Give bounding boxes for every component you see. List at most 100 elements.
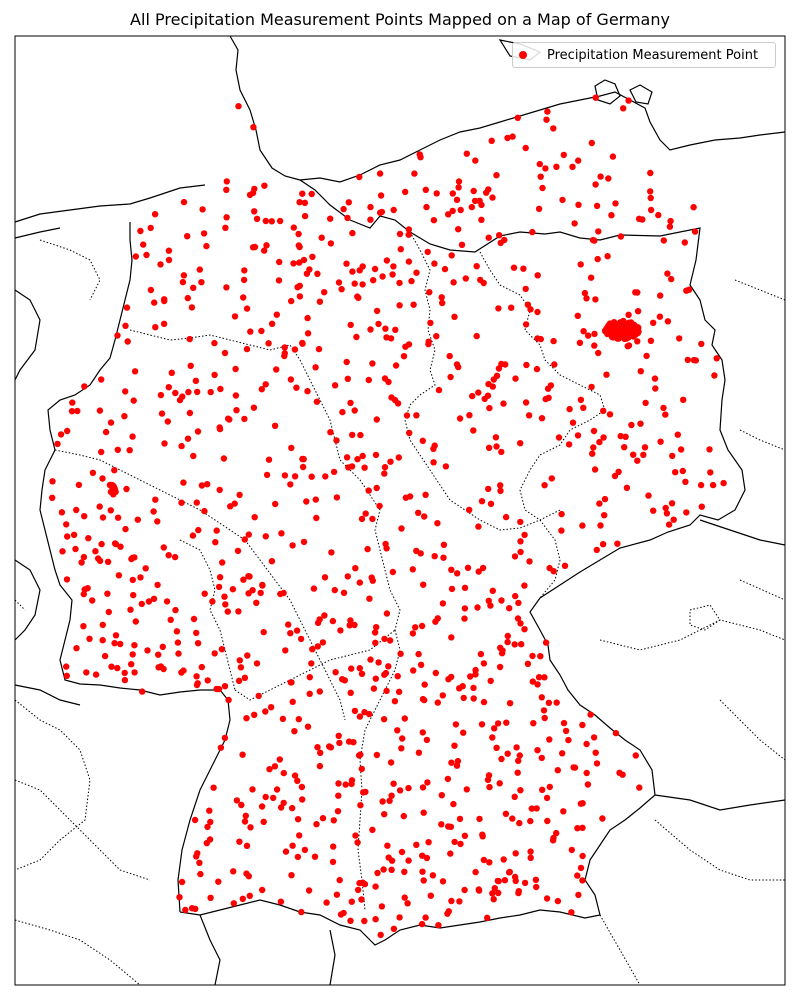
measurement-point: [479, 831, 486, 838]
measurement-point: [451, 838, 458, 846]
measurement-point: [376, 502, 383, 510]
measurement-point: [625, 97, 632, 104]
measurement-point: [185, 388, 192, 396]
measurement-point: [367, 326, 374, 333]
measurement-point: [466, 412, 473, 419]
measurement-point: [235, 677, 243, 684]
measurement-point: [101, 652, 109, 660]
measurement-point: [385, 378, 392, 386]
measurement-point: [194, 850, 201, 857]
measurement-point: [262, 381, 269, 388]
measurement-point: [364, 545, 371, 553]
measurement-point: [329, 617, 337, 625]
measurement-point: [367, 203, 374, 211]
measurement-point: [479, 564, 487, 572]
measurement-point: [187, 362, 194, 369]
measurement-point: [593, 546, 600, 554]
measurement-point: [709, 481, 717, 489]
measurement-point: [592, 181, 599, 188]
measurement-point: [251, 243, 259, 251]
measurement-point: [245, 573, 252, 580]
measurement-point: [287, 630, 294, 637]
measurement-point: [397, 246, 404, 253]
measurement-point: [388, 394, 395, 401]
measurement-point: [445, 823, 452, 830]
measurement-point: [571, 220, 578, 227]
measurement-point: [698, 340, 705, 348]
measurement-point: [600, 407, 607, 414]
measurement-point: [684, 356, 691, 364]
measurement-point: [464, 564, 472, 571]
measurement-point: [540, 707, 548, 714]
measurement-point: [394, 673, 401, 680]
measurement-point: [415, 650, 422, 658]
measurement-point: [336, 876, 343, 884]
measurement-point: [174, 639, 182, 646]
measurement-point: [560, 151, 567, 159]
measurement-point: [396, 230, 404, 238]
measurement-point: [165, 247, 173, 254]
measurement-point: [216, 424, 223, 431]
measurement-point: [489, 383, 496, 390]
measurement-point: [111, 640, 118, 647]
measurement-point: [533, 883, 540, 891]
measurement-point: [691, 228, 699, 235]
measurement-point: [610, 334, 617, 341]
measurement-point: [361, 464, 368, 471]
measurement-point: [562, 727, 570, 735]
measurement-point: [630, 330, 638, 337]
measurement-point: [498, 755, 505, 763]
measurement-point: [558, 510, 565, 518]
measurement-point: [493, 744, 500, 751]
measurement-point: [454, 570, 461, 577]
measurement-point: [262, 793, 269, 801]
measurement-point: [359, 452, 366, 460]
measurement-point: [461, 886, 468, 894]
measurement-point: [198, 663, 205, 671]
measurement-point: [83, 669, 90, 676]
measurement-point: [266, 766, 273, 773]
measurement-point: [63, 576, 71, 583]
measurement-point: [494, 720, 502, 727]
measurement-point: [129, 433, 136, 440]
legend-label: Precipitation Measurement Point: [547, 47, 759, 63]
measurement-point: [291, 728, 298, 735]
measurement-point: [651, 375, 659, 382]
measurement-point: [255, 692, 262, 700]
measurement-point: [448, 585, 456, 593]
measurement-point: [179, 278, 187, 286]
measurement-point: [690, 204, 697, 211]
measurement-point: [339, 676, 346, 683]
measurement-point: [532, 876, 540, 883]
measurement-point: [512, 375, 519, 382]
measurement-point: [506, 605, 513, 612]
measurement-point: [372, 675, 379, 682]
measurement-point: [294, 853, 302, 861]
measurement-point: [434, 520, 441, 527]
measurement-point: [232, 365, 239, 373]
measurement-point: [385, 663, 392, 670]
measurement-point: [196, 266, 203, 273]
measurement-point: [579, 877, 586, 884]
measurement-point: [273, 786, 281, 793]
measurement-point: [313, 398, 321, 405]
measurement-point: [73, 645, 80, 652]
measurement-point: [157, 261, 164, 268]
measurement-point: [62, 521, 70, 528]
measurement-point: [253, 660, 261, 667]
measurement-point: [469, 392, 476, 400]
measurement-point: [551, 361, 558, 368]
measurement-point: [122, 388, 129, 395]
page-title: All Precipitation Measurement Points Map…: [130, 10, 670, 29]
measurement-point: [470, 187, 477, 195]
measurement-point: [550, 125, 557, 132]
measurement-point: [617, 233, 625, 240]
measurement-point: [361, 917, 368, 925]
measurement-point: [258, 386, 265, 393]
measurement-point: [527, 848, 534, 855]
measurement-point: [191, 816, 199, 824]
measurement-point: [472, 868, 479, 876]
measurement-point: [172, 389, 179, 397]
measurement-point: [591, 342, 598, 349]
measurement-point: [268, 320, 276, 327]
